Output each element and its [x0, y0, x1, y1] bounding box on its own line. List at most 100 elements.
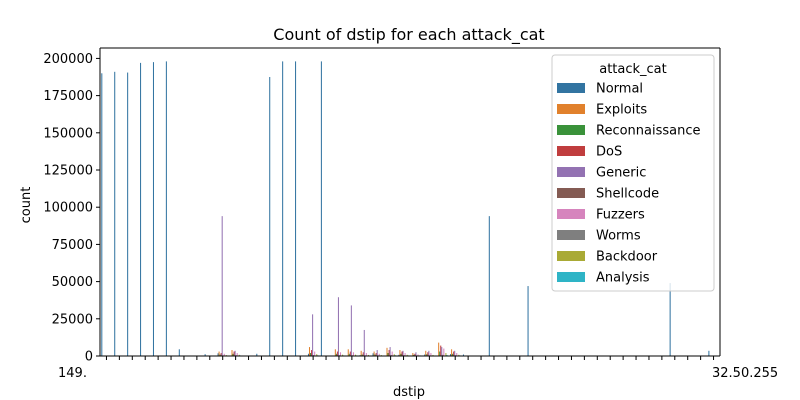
- bar-exploits-20: [360, 350, 362, 356]
- legend-swatch-exploits: [557, 104, 585, 114]
- bar-dos-9: [220, 353, 222, 356]
- bar-reconnaissance-9: [219, 354, 221, 356]
- bar-normal-21: [372, 353, 374, 356]
- y-tick-label: 125000: [43, 164, 93, 179]
- bar-normal-47: [708, 350, 710, 356]
- bar-reconnaissance-18: [335, 353, 337, 356]
- legend-label-reconnaissance: Reconnaissance: [596, 124, 701, 139]
- bar-reconnaissance-22: [387, 353, 389, 356]
- bar-fuzzers-10: [236, 353, 238, 356]
- bar-reconnaissance-20: [361, 354, 363, 356]
- legend-title: attack_cat: [599, 62, 667, 77]
- bar-normal-8: [204, 354, 206, 356]
- bar-fuzzers-21: [378, 353, 380, 356]
- bar-generic-25: [428, 350, 430, 356]
- bar-normal-27: [450, 354, 452, 356]
- bar-dos-19: [349, 351, 351, 356]
- legend-label-analysis: Analysis: [596, 271, 650, 286]
- legend-label-worms: Worms: [596, 229, 641, 244]
- legend-box: [551, 54, 715, 292]
- y-tick-label: 150000: [43, 126, 93, 141]
- legend-label-dos: DoS: [596, 145, 622, 160]
- bar-normal-44: [669, 283, 671, 356]
- bar-normal-23: [398, 354, 400, 356]
- bar-backdoor-19: [354, 354, 356, 356]
- bar-backdoor-27: [458, 354, 460, 356]
- bar-analysis-26: [446, 354, 448, 356]
- bar-reconnaissance-16: [310, 353, 312, 356]
- y-axis-title: count: [19, 187, 34, 224]
- bar-fuzzers-22: [391, 351, 393, 356]
- legend-label-generic: Generic: [596, 166, 646, 181]
- bar-exploits-9: [218, 351, 220, 356]
- bar-backdoor-16: [316, 354, 318, 356]
- bar-fuzzers-25: [430, 353, 432, 356]
- bar-generic-21: [376, 350, 378, 356]
- bar-fuzzers-19: [352, 352, 354, 356]
- bar-normal-13: [269, 77, 271, 356]
- bar-dos-26: [440, 345, 442, 356]
- bar-backdoor-26: [445, 353, 447, 356]
- chart-title: Count of dstip for each attack_cat: [273, 25, 544, 45]
- bar-normal-1: [114, 71, 116, 356]
- legend-swatch-generic: [557, 167, 585, 177]
- legend: attack_cat Normal Exploits Reconnaissance D…: [551, 54, 715, 292]
- bar-normal-3: [140, 62, 142, 356]
- legend-label-normal: Normal: [596, 82, 643, 97]
- bar-fuzzers-24: [417, 354, 419, 356]
- bar-dos-10: [233, 351, 235, 356]
- legend-label-backdoor: Backdoor: [596, 250, 658, 265]
- bar-normal-33: [527, 286, 529, 356]
- legend-items: Normal Exploits Reconnaissance DoS Generic Sh…: [557, 82, 701, 286]
- bar-generic-10: [234, 350, 236, 356]
- bar-dos-16: [311, 350, 313, 356]
- bar-fuzzers-9: [223, 353, 225, 356]
- bar-reconnaissance-19: [348, 353, 350, 356]
- legend-swatch-backdoor: [557, 251, 585, 261]
- bar-exploits-16: [308, 347, 311, 356]
- bar-exploits-25: [425, 350, 427, 356]
- bar-exploits-22: [386, 347, 388, 356]
- axes-group: 0 25000 50000 75000 100000 125000 150000 175000…: [43, 47, 778, 381]
- bar-generic-24: [415, 352, 417, 356]
- bars-group: [101, 61, 710, 357]
- bar-fuzzers-27: [456, 353, 458, 356]
- bar-normal-16: [307, 353, 309, 356]
- bar-generic-23: [402, 350, 404, 356]
- bar-reconnaissance-21: [374, 354, 376, 356]
- bar-normal-25: [424, 354, 426, 356]
- bar-normal-28: [462, 354, 464, 356]
- bar-fuzzers-23: [404, 353, 406, 356]
- legend-label-shellcode: Shellcode: [596, 187, 659, 202]
- legend-swatch-worms: [557, 230, 585, 240]
- legend-swatch-dos: [557, 146, 585, 156]
- bar-backdoor-25: [432, 354, 434, 356]
- x-tick-label-last: 32.50.255: [712, 366, 778, 381]
- bar-exploits-21: [373, 351, 375, 356]
- bar-generic-9: [221, 216, 223, 356]
- bar-backdoor-18: [342, 354, 344, 356]
- bar-exploits-27: [451, 349, 453, 356]
- bar-normal-12: [256, 353, 258, 356]
- bar-dos-21: [375, 353, 377, 356]
- y-tick-label: 200000: [43, 52, 93, 67]
- bar-generic-26: [441, 347, 443, 356]
- bar-normal-5: [165, 61, 167, 356]
- bar-normal-15: [295, 61, 297, 356]
- x-ticks: 149. 32.50.255: [58, 356, 778, 381]
- bar-exploits-23: [399, 350, 401, 356]
- bar-normal-4: [152, 62, 154, 356]
- y-tick-label: 0: [85, 350, 93, 365]
- y-tick-label: 50000: [52, 275, 93, 290]
- bar-generic-20: [363, 329, 365, 356]
- y-ticks: 0 25000 50000 75000 100000 125000 150000 175000…: [43, 52, 100, 365]
- bar-dos-22: [388, 350, 390, 356]
- bar-dos-27: [453, 351, 455, 356]
- bar-normal-17: [320, 61, 322, 356]
- bar-backdoor-23: [406, 354, 408, 356]
- bar-exploits-19: [347, 349, 349, 356]
- bar-backdoor-10: [238, 354, 240, 356]
- legend-label-fuzzers: Fuzzers: [596, 208, 645, 223]
- bar-generic-16: [312, 314, 314, 356]
